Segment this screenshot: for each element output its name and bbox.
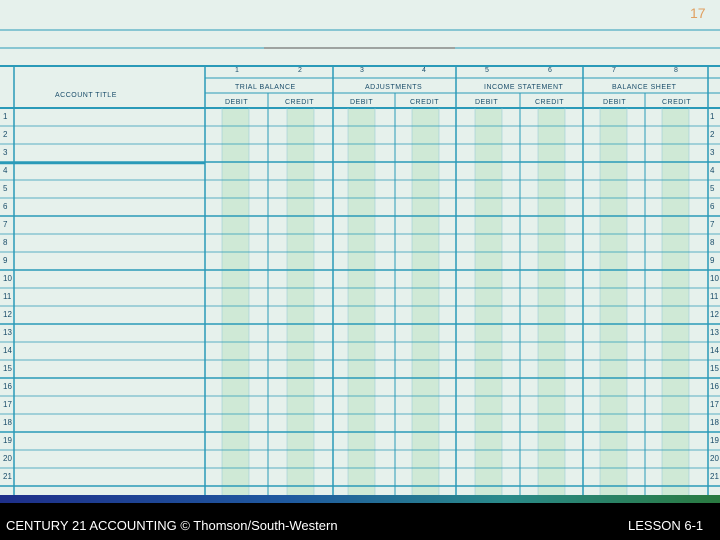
row-number-left: 15 — [3, 364, 12, 373]
group-title-trial-balance: TRIAL BALANCE — [235, 84, 296, 91]
row-number-left: 5 — [3, 184, 8, 193]
row-number-right: 11 — [710, 292, 719, 301]
row-number-right: 8 — [710, 238, 715, 247]
slide-number: 17 — [690, 5, 706, 21]
group-title-income-statement: INCOME STATEMENT — [484, 84, 564, 91]
column-heading-debit: DEBIT — [475, 99, 499, 106]
column-number: 3 — [360, 67, 364, 74]
account-title-label: ACCOUNT TITLE — [55, 92, 117, 99]
row-number-left: 10 — [3, 274, 12, 283]
row-number-left: 17 — [3, 400, 12, 409]
row-number-right: 17 — [710, 400, 719, 409]
row-number-right: 1 — [710, 112, 715, 121]
money-column-shade — [348, 108, 375, 495]
column-heading-debit: DEBIT — [225, 99, 249, 106]
money-column-shade — [475, 108, 502, 495]
column-number: 5 — [485, 67, 489, 74]
row-number-left: 18 — [3, 418, 12, 427]
row-number-right: 6 — [710, 202, 715, 211]
row-number-right: 15 — [710, 364, 719, 373]
row-number-right: 18 — [710, 418, 719, 427]
row-number-right: 16 — [710, 382, 719, 391]
group-title-balance-sheet: BALANCE SHEET — [612, 84, 677, 91]
money-column-shade — [222, 108, 249, 495]
row-number-left: 6 — [3, 202, 8, 211]
row-number-right: 5 — [710, 184, 715, 193]
money-column-shade — [600, 108, 627, 495]
column-heading-credit: CREDIT — [285, 99, 315, 106]
row-number-right: 19 — [710, 436, 719, 445]
money-column-shade — [412, 108, 439, 495]
column-number: 6 — [548, 67, 552, 74]
lesson-label: LESSON 6-1 — [628, 518, 704, 533]
row-number-right: 13 — [710, 328, 719, 337]
row-number-left: 20 — [3, 454, 12, 463]
footer-color-band — [0, 495, 720, 503]
money-column-shade — [662, 108, 689, 495]
column-heading-debit: DEBIT — [350, 99, 374, 106]
worksheet-grid — [0, 29, 720, 495]
column-heading-credit: CREDIT — [662, 99, 692, 106]
row-number-left: 11 — [3, 292, 12, 301]
group-title-adjustments: ADJUSTMENTS — [365, 84, 423, 91]
row-number-left: 3 — [3, 148, 8, 157]
row-number-left: 4 — [3, 166, 8, 175]
row-number-right: 12 — [710, 310, 719, 319]
row-number-left: 21 — [3, 472, 12, 481]
money-column-shade — [538, 108, 565, 495]
row-number-left: 2 — [3, 130, 8, 139]
money-column-shade — [287, 108, 314, 495]
column-number: 7 — [612, 67, 616, 74]
column-number: 8 — [674, 67, 678, 74]
row-number-left: 12 — [3, 310, 12, 319]
row-number-right: 21 — [710, 472, 719, 481]
column-heading-credit: CREDIT — [410, 99, 440, 106]
column-heading-credit: CREDIT — [535, 99, 565, 106]
row-number-left: 16 — [3, 382, 12, 391]
row-number-left: 9 — [3, 256, 8, 265]
row-number-right: 4 — [710, 166, 715, 175]
row-number-right: 20 — [710, 454, 719, 463]
row-number-left: 1 — [3, 112, 8, 121]
column-heading-debit: DEBIT — [603, 99, 627, 106]
row-number-right: 3 — [710, 148, 715, 157]
footer-copyright: CENTURY 21 ACCOUNTING © Thomson/South-We… — [6, 518, 338, 533]
column-number: 4 — [422, 67, 426, 74]
row-number-left: 14 — [3, 346, 12, 355]
row-number-right: 14 — [710, 346, 719, 355]
row-number-left: 7 — [3, 220, 8, 229]
row-number-right: 7 — [710, 220, 715, 229]
row-number-right: 9 — [710, 256, 715, 265]
row-number-left: 19 — [3, 436, 12, 445]
column-number: 2 — [298, 67, 302, 74]
row-number-left: 13 — [3, 328, 12, 337]
column-number: 1 — [235, 67, 239, 74]
row-number-right: 2 — [710, 130, 715, 139]
row-number-left: 8 — [3, 238, 8, 247]
footer-bar — [0, 503, 720, 540]
row-number-right: 10 — [710, 274, 719, 283]
